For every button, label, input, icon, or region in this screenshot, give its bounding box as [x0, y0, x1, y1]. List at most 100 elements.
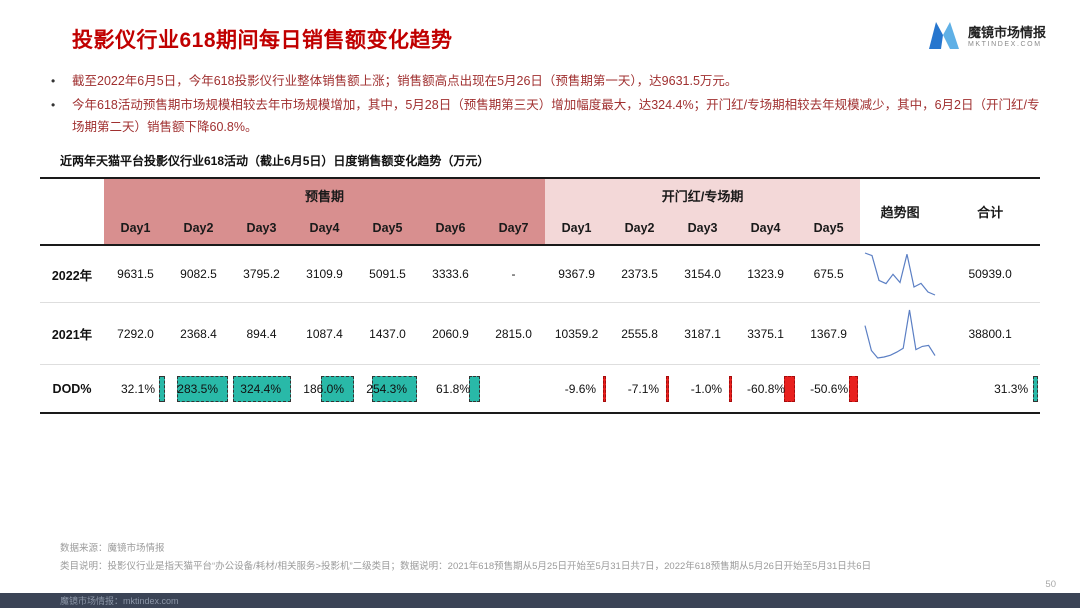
value-cell: 9631.5 — [117, 267, 154, 281]
dod-bar-positive — [320, 375, 354, 402]
dod-cell: -9.6% — [545, 365, 608, 413]
dod-bar-negative — [729, 375, 733, 402]
value-cell: 3187.1 — [684, 326, 721, 341]
value-cell: 10359.2 — [554, 326, 599, 341]
value-cell: - — [511, 267, 516, 281]
value-cell: 9082.5 — [180, 267, 217, 281]
dod-bar-positive — [469, 375, 480, 402]
dod-cell: 254.3% — [356, 365, 419, 413]
dod-value: -7.1% — [627, 381, 660, 396]
total-dod-cell: 31.3% — [940, 365, 1040, 413]
row-label: DOD% — [52, 381, 92, 396]
value-cell: 3375.1 — [747, 326, 784, 341]
dod-value: 61.8% — [435, 381, 470, 396]
day-header-row: Day1 Day2 Day3 Day4 Day5 Day6 Day7 Day1 Day2 Day3… — [40, 211, 1040, 246]
dod-value: -1.0% — [690, 381, 723, 396]
dod-cell: 186.0% — [293, 365, 356, 413]
value-cell: 3154.0 — [684, 267, 721, 281]
dod-cell: -1.0% — [671, 365, 734, 413]
table-title: 近两年天猫平台投影仪行业618活动（截止6月5日）日度销售额变化趋势（万元） — [60, 153, 490, 168]
dod-cell: -60.8% — [734, 365, 797, 413]
day-header-presale: Day3 — [230, 211, 293, 246]
value-cell: 7292.0 — [117, 326, 154, 341]
group-opening: 开门红/专场期 — [545, 177, 861, 212]
day-header-opening: Day2 — [608, 211, 672, 246]
dod-value: -9.6% — [564, 381, 597, 396]
dod-bar-negative — [849, 375, 859, 402]
day-header-opening: Day5 — [797, 211, 861, 246]
bullet-item: 截至2022年6月5日，今年618投影仪行业整体销售额上涨；销售额高点出现在5月… — [46, 71, 1040, 92]
dod-value: -50.6% — [810, 381, 849, 396]
value-cell: 675.5 — [813, 267, 844, 281]
footnotes: 数据来源：魔镜市场情报 类目说明：投影仪行业是指天猫平台“办公设备/耗材/相关服… — [60, 540, 871, 576]
site-link: 魔镜市场情报：mktindex.com — [60, 596, 179, 606]
dod-value: 283.5% — [177, 381, 218, 396]
row-label: 2021年 — [51, 328, 93, 343]
table-body: 2022年 9631.5 9082.5 3795.2 3109.9 5091.5 3333.… — [40, 245, 1041, 413]
corner-cell — [40, 211, 104, 246]
day-header-presale: Day6 — [419, 211, 482, 246]
dod-bar-positive — [177, 375, 228, 402]
dod-value: 186.0% — [303, 381, 344, 396]
col-header-trend: 趋势图 — [860, 177, 941, 246]
value-cell: 9367.9 — [558, 267, 595, 281]
header: 投影仪行业618期间每日销售额变化趋势 魔镜市场情报 MKTINDEX.COM — [0, 0, 1080, 55]
dod-cell: 283.5% — [167, 365, 230, 413]
dod-cell: -50.6% — [797, 365, 860, 413]
table-row: DOD% 32.1% 283.5% 324.4% 186.0% 254.3% 61.8% -9… — [40, 364, 1041, 413]
value-cell: 3795.2 — [243, 267, 280, 281]
day-header-presale: Day5 — [356, 211, 419, 246]
dod-bar-positive — [1032, 375, 1039, 402]
sales-table-section: 近两年天猫平台投影仪行业618活动（截止6月5日）日度销售额变化趋势（万元） 预… — [40, 152, 1041, 414]
value-cell: 2373.5 — [621, 267, 658, 281]
dod-cell — [482, 365, 545, 413]
category-note: 类目说明：投影仪行业是指天猫平台“办公设备/耗材/相关服务>投影机”二级类目；数… — [60, 560, 872, 572]
brand-name: 魔镜市场情报 — [967, 25, 1046, 40]
day-header-presale: Day4 — [293, 211, 356, 246]
mktindex-logo-icon — [927, 20, 961, 55]
table-row: 2021年 7292.0 2368.4 894.4 1087.4 1437.0 2060.9… — [40, 302, 1041, 365]
bottom-bar: 魔镜市场情报：mktindex.com — [0, 593, 1080, 608]
col-header-total: 合计 — [940, 177, 1041, 246]
day-header-opening: Day1 — [545, 211, 609, 246]
summary-bullets: 截至2022年6月5日，今年618投影仪行业整体销售额上涨；销售额高点出现在5月… — [46, 71, 1040, 138]
value-cell: 3109.9 — [306, 267, 343, 281]
dod-value: -60.8% — [747, 381, 786, 396]
trend-cell — [860, 303, 940, 365]
day-header-opening: Day3 — [671, 211, 735, 246]
dod-value: 32.1% — [120, 381, 155, 396]
value-cell: 1323.9 — [747, 267, 784, 281]
dod-bar-positive — [233, 375, 291, 402]
dod-bar-negative — [603, 375, 607, 402]
trend-cell — [860, 365, 940, 413]
corner-cell — [40, 178, 104, 212]
dod-bar-positive — [159, 375, 165, 402]
brand-domain: MKTINDEX.COM — [967, 41, 1042, 49]
value-cell: 2815.0 — [495, 326, 532, 341]
dod-cell: -7.1% — [608, 365, 671, 413]
table-row: 2022年 9631.5 9082.5 3795.2 3109.9 5091.5 3333.… — [40, 245, 1040, 303]
dod-bar-negative — [784, 375, 796, 402]
dod-value: 324.4% — [240, 381, 281, 396]
dod-value: 254.3% — [366, 381, 407, 396]
day-header-presale: Day1 — [104, 211, 167, 246]
brand-logo: 魔镜市场情报 MKTINDEX.COM — [927, 20, 1046, 55]
value-cell: 3333.6 — [432, 267, 469, 281]
total-cell: 38800.1 — [968, 326, 1012, 341]
day-header-presale: Day7 — [482, 211, 546, 246]
dod-bar-negative — [666, 375, 670, 402]
dod-cell: 32.1% — [104, 365, 167, 413]
value-cell: 1367.9 — [810, 326, 847, 341]
data-source-note: 数据来源：魔镜市场情报 — [60, 542, 165, 554]
page-number: 50 — [1045, 579, 1056, 590]
trend-cell — [860, 245, 940, 303]
dod-cell: 324.4% — [230, 365, 293, 413]
sales-table: 预售期 开门红/专场期 趋势图 合计 Day1 Day2 Day3 Day4 Day5 D… — [40, 176, 1041, 414]
total-cell: 50939.0 — [968, 267, 1012, 281]
dod-value: 31.3% — [994, 381, 1029, 396]
value-cell: 894.4 — [246, 326, 277, 341]
group-presale: 预售期 — [104, 177, 546, 212]
trend-sparkline — [864, 309, 936, 359]
value-cell: 1437.0 — [369, 326, 406, 341]
